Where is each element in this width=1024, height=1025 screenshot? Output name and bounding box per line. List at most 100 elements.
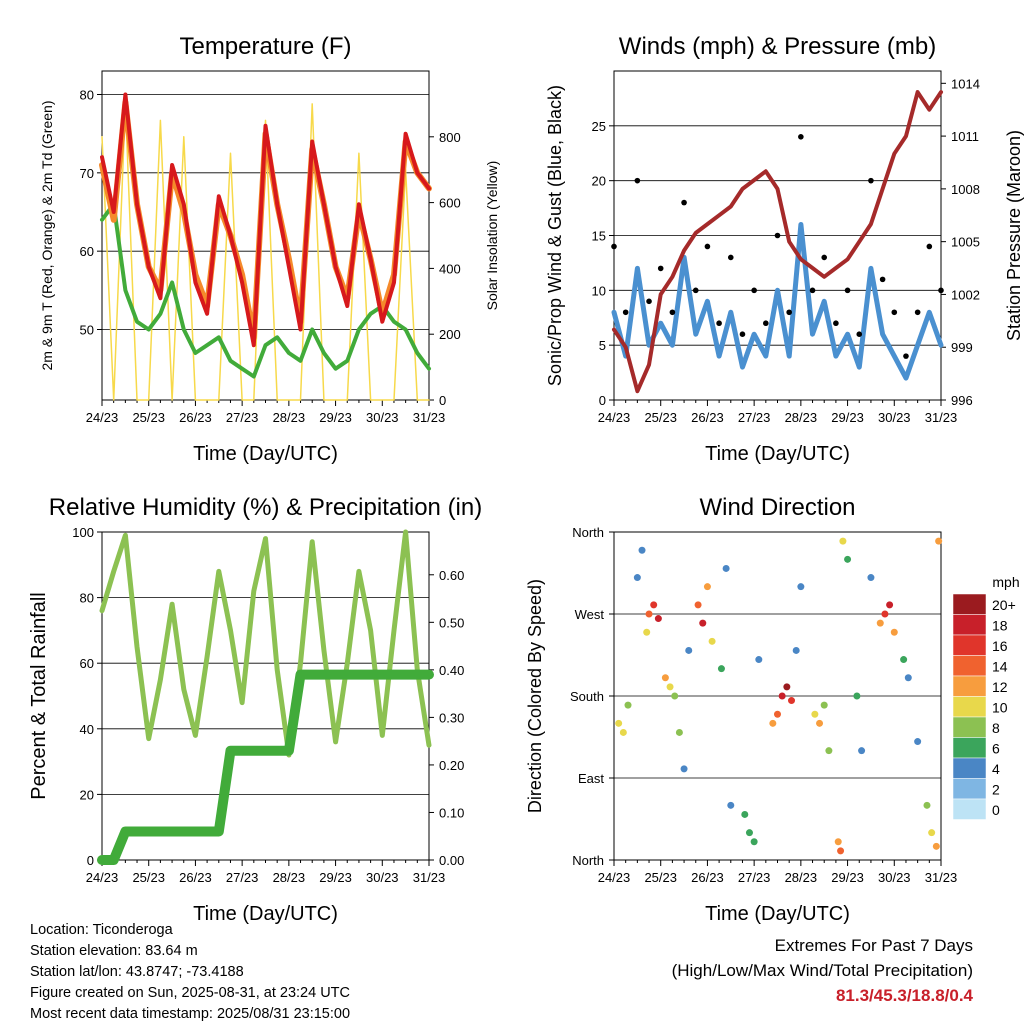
x-tick-label: 26/23 <box>179 410 212 425</box>
direction-point <box>783 683 791 691</box>
y-tick-label: 80 <box>80 591 94 606</box>
station-info: Location: Ticonderoga Station elevation:… <box>30 920 350 1025</box>
legend-label: 16 <box>992 638 1008 654</box>
y-tick-label: 15 <box>592 229 606 244</box>
winds-chart: Winds (mph) & Pressure (mb) Time (Day/UTC… <box>545 33 1024 465</box>
extremes-values: 81.3/45.3/18.8/0.4 <box>835 986 973 1005</box>
direction-point <box>820 701 828 709</box>
x-tick-label: 25/23 <box>644 870 677 885</box>
legend-swatch <box>952 675 987 697</box>
y-tick-label: East <box>578 771 604 786</box>
direction-point <box>935 537 943 545</box>
gust-point <box>774 232 781 239</box>
y-axis-label: Percent & Total Rainfall <box>28 592 50 800</box>
direction-point <box>703 583 711 591</box>
elevation-text: Station elevation: 83.64 m <box>30 943 198 959</box>
direction-point <box>685 646 693 654</box>
direction-point <box>722 564 730 572</box>
gust-point <box>879 276 886 283</box>
y-tick-label: 20 <box>592 174 606 189</box>
y2-tick-label: 1011 <box>951 129 979 144</box>
direction-point <box>858 747 866 755</box>
direction-point <box>881 610 889 618</box>
gust-point <box>622 309 629 316</box>
x-axis-label: Time (Day/UTC) <box>705 443 850 465</box>
x-tick-label: 26/23 <box>691 410 724 425</box>
x-tick-label: 24/23 <box>598 870 631 885</box>
chart-title: Relative Humidity (%) & Precipitation (i… <box>49 494 482 521</box>
legend-label: 18 <box>992 618 1008 634</box>
direction-point <box>727 801 735 809</box>
y-tick-label: 60 <box>80 656 94 671</box>
x-tick-label: 25/23 <box>644 410 677 425</box>
direction-point <box>643 628 651 636</box>
gust-point <box>763 320 769 327</box>
x-tick-label: 31/23 <box>925 870 958 885</box>
direction-point <box>900 656 908 664</box>
gust-point <box>611 243 617 250</box>
gust-point <box>727 254 734 261</box>
x-tick-label: 27/23 <box>738 410 771 425</box>
legend-label: 6 <box>992 741 1000 757</box>
y2-tick-label: 0.50 <box>439 615 464 630</box>
x-tick-label: 24/23 <box>86 410 119 425</box>
latest-timestamp-text: Most recent data timestamp: 2025/08/31 2… <box>30 1006 351 1022</box>
series-station-pressure <box>612 90 943 394</box>
direction-point <box>816 719 824 727</box>
humidity-chart: Relative Humidity (%) & Precipitation (i… <box>28 494 482 925</box>
y2-axis-label: Solar Insolation (Yellow) <box>484 161 500 311</box>
gust-point <box>868 177 874 184</box>
y-tick-label: 100 <box>72 525 94 540</box>
y2-tick-label: 400 <box>439 261 461 276</box>
direction-point <box>769 719 777 727</box>
gust-point <box>716 320 722 327</box>
direction-point <box>886 601 894 609</box>
y-tick-label: South <box>570 689 604 704</box>
direction-point <box>932 842 940 850</box>
legend-label: 8 <box>992 720 1000 736</box>
x-tick-label: 28/23 <box>273 870 306 885</box>
x-tick-label: 31/23 <box>413 410 446 425</box>
y-tick-label: 10 <box>592 283 606 298</box>
direction-point <box>778 692 786 700</box>
series-2m-t <box>100 92 431 348</box>
x-tick-label: 30/23 <box>366 410 399 425</box>
x-tick-label: 26/23 <box>179 870 212 885</box>
extremes-heading: Extremes For Past 7 Days <box>774 936 973 955</box>
y2-tick-label: 1008 <box>951 182 980 197</box>
y2-tick-label: 0.00 <box>439 853 464 868</box>
legend-swatch <box>952 757 987 779</box>
x-tick-label: 30/23 <box>366 870 399 885</box>
x-tick-label: 27/23 <box>226 870 259 885</box>
gust-point <box>681 199 687 206</box>
y2-tick-label: 1014 <box>951 76 980 91</box>
gust-point <box>634 177 641 184</box>
direction-point <box>876 619 884 627</box>
x-tick-label: 29/23 <box>319 410 352 425</box>
legend-label: 4 <box>992 761 1000 777</box>
direction-point <box>633 574 641 582</box>
location-text: Location: Ticonderoga <box>30 922 173 938</box>
y-tick-label: 5 <box>599 338 606 353</box>
direction-point <box>654 615 662 623</box>
x-tick-label: 30/23 <box>878 870 911 885</box>
direction-point <box>890 628 898 636</box>
x-tick-label: 31/23 <box>925 410 958 425</box>
y-axis-label: 2m & 9m T (Red, Orange) & 2m Td (Green) <box>39 101 55 371</box>
y2-tick-label: 0.20 <box>439 758 464 773</box>
legend-label: 10 <box>992 700 1008 716</box>
chart-title: Temperature (F) <box>179 33 351 60</box>
direction-point <box>708 637 716 645</box>
direction-point <box>671 692 679 700</box>
gust-point <box>844 287 851 294</box>
wind-direction-chart: Wind Direction Time (Day/UTC) 24/23 25/23 26… <box>525 494 957 925</box>
direction-point <box>717 665 725 673</box>
x-axis-label: Time (Day/UTC) <box>193 903 338 925</box>
x-tick-label: 27/23 <box>738 870 771 885</box>
direction-point <box>699 619 707 627</box>
y2-tick-label: 0.40 <box>439 663 464 678</box>
direction-point <box>650 601 658 609</box>
direction-point <box>741 810 749 818</box>
legend-label: 20+ <box>992 597 1016 613</box>
